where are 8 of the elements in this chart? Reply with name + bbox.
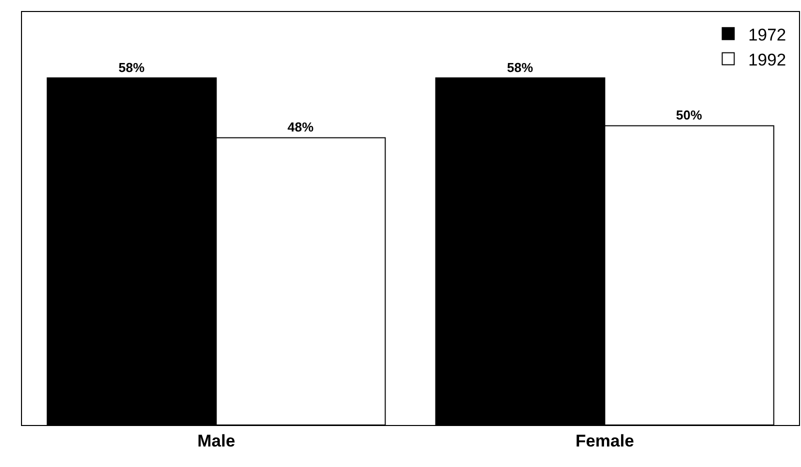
- legend-label: 1992: [748, 50, 786, 70]
- data-label: 50%: [676, 108, 702, 123]
- data-label: 58%: [118, 60, 145, 75]
- x-tick-label: Male: [197, 431, 236, 450]
- data-label: 48%: [288, 120, 314, 135]
- x-tick-label: Female: [575, 431, 634, 450]
- data-label: 58%: [507, 60, 534, 75]
- legend-label: 1972: [748, 25, 786, 44]
